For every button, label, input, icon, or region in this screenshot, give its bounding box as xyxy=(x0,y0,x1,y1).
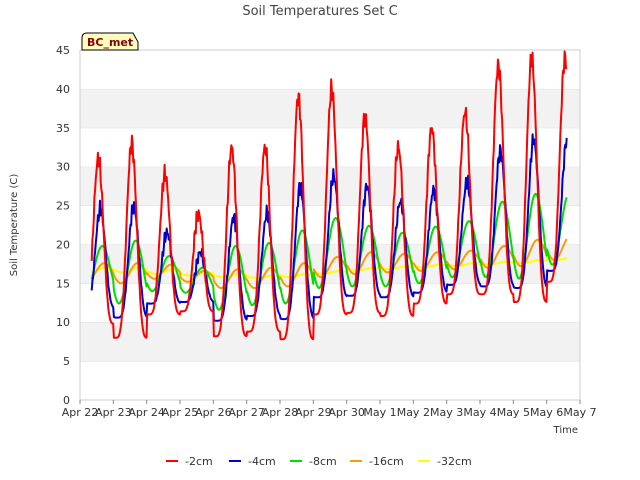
station-badge-label: BC_met xyxy=(87,36,133,49)
legend-label: -4cm xyxy=(248,455,276,468)
x-tick-label: Apr 25 xyxy=(162,406,199,419)
x-tick-label: Apr 30 xyxy=(328,406,365,419)
x-tick-label: Apr 27 xyxy=(228,406,265,419)
y-axis-label: Soil Temperature (C) xyxy=(9,174,20,277)
y-tick-label: 10 xyxy=(56,316,70,329)
legend-label: -16cm xyxy=(369,455,404,468)
x-tick-label: May 3 xyxy=(430,406,463,419)
x-tick-label: May 4 xyxy=(463,406,496,419)
x-tick-label: May 5 xyxy=(497,406,530,419)
x-tick-label: May 2 xyxy=(397,406,430,419)
grid-band xyxy=(80,361,580,400)
y-tick-label: 15 xyxy=(56,277,70,290)
legend-label: -8cm xyxy=(309,455,337,468)
x-axis-label: Time xyxy=(553,425,578,436)
y-tick-label: 30 xyxy=(56,161,70,174)
x-tick-label: Apr 26 xyxy=(195,406,232,419)
series-line-minus-16cm xyxy=(90,238,568,289)
y-tick-label: 5 xyxy=(63,355,70,368)
series-lines xyxy=(90,50,568,341)
y-tick-label: 0 xyxy=(63,394,70,407)
legend-label: -32cm xyxy=(437,455,472,468)
x-tick-label: Apr 24 xyxy=(128,406,165,419)
x-tick-label: Apr 23 xyxy=(95,406,132,419)
x-tick-label: May 7 xyxy=(563,406,596,419)
series-line-minus-2cm xyxy=(90,50,568,341)
legend-label: -2cm xyxy=(185,455,213,468)
station-badge-box xyxy=(81,32,139,51)
legend: -2cm -4cm -8cm -16cm -32cm xyxy=(166,455,472,468)
y-tick-label: 40 xyxy=(56,83,70,96)
y-tick-label: 25 xyxy=(56,200,70,213)
grid-band xyxy=(80,50,580,89)
grid-band xyxy=(80,322,580,362)
series-line-minus-32cm xyxy=(91,256,567,279)
x-tick-label: Apr 28 xyxy=(262,406,299,419)
y-tick-label: 35 xyxy=(56,122,70,135)
grid-band xyxy=(80,283,580,323)
x-tick-label: Apr 29 xyxy=(295,406,332,419)
grid-band xyxy=(80,127,580,167)
y-axis-ticks: 0 5 10 15 20 25 30 35 40 45 xyxy=(56,44,70,407)
x-tick-label: May 1 xyxy=(363,406,396,419)
chart-title: Soil Temperatures Set C xyxy=(242,4,397,19)
y-tick-label: 20 xyxy=(56,238,70,251)
x-tick-label: May 6 xyxy=(530,406,563,419)
y-tick-label: 45 xyxy=(56,44,70,57)
x-tick-label: Apr 22 xyxy=(62,406,99,419)
station-badge: BC_met xyxy=(81,32,139,51)
plot-area-frame xyxy=(79,49,581,401)
